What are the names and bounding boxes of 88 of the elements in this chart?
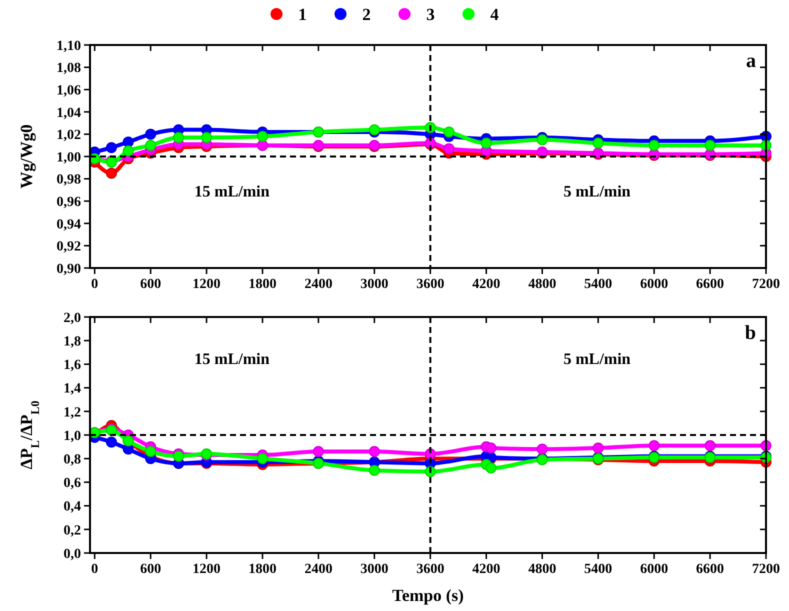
x-tick-label: 3000 <box>360 562 388 577</box>
y-axis-title: Wg/Wg0 <box>17 124 36 189</box>
y-tick-label: 1,6 <box>64 358 81 374</box>
y-tick-label: 1,00 <box>56 150 81 166</box>
x-tick-label: 5400 <box>584 277 612 292</box>
annotation: 5 mL/min <box>563 351 631 368</box>
y-tick-label: 0,92 <box>56 240 81 255</box>
legend-label: 4 <box>490 4 500 24</box>
annotation: 5 mL/min <box>563 184 631 201</box>
point <box>368 446 380 458</box>
y-tick-label: 0,98 <box>56 172 81 188</box>
legend-label: 3 <box>426 4 435 24</box>
x-tick-label: 4200 <box>472 562 500 577</box>
legend-label: 2 <box>362 4 371 24</box>
point <box>122 136 134 148</box>
y-tick-label: 0,0 <box>64 546 81 562</box>
y-tick-label: 0,96 <box>56 195 81 210</box>
point <box>106 142 117 154</box>
legend-label: 1 <box>298 4 307 24</box>
x-tick-label: 0 <box>91 562 98 577</box>
point <box>122 145 134 156</box>
annotation: a <box>746 50 756 72</box>
point <box>256 130 268 142</box>
y-tick-label: 1,2 <box>64 405 81 420</box>
x-axis-title: Tempo (s) <box>392 586 464 605</box>
x-tick-label: 5400 <box>584 562 612 577</box>
point <box>145 128 156 140</box>
x-tick-label: 600 <box>140 562 162 577</box>
y-tick-label: 0,4 <box>64 500 81 515</box>
x-tick-label: 2400 <box>304 562 332 577</box>
x-tick-label: 6000 <box>640 277 668 292</box>
x-tick-label: 6000 <box>640 562 668 577</box>
point <box>256 453 268 464</box>
x-tick-label: 1200 <box>192 562 221 577</box>
x-tick-label: 4800 <box>528 562 556 577</box>
x-tick-label: 0 <box>91 277 98 292</box>
point <box>536 444 548 455</box>
x-tick-label: 600 <box>140 277 162 292</box>
point <box>443 126 454 138</box>
y-tick-label: 1,04 <box>56 106 81 121</box>
point <box>106 168 117 179</box>
x-tick-label: 6600 <box>696 562 724 577</box>
point <box>201 132 212 144</box>
point <box>480 138 492 149</box>
y-tick-label: 0,90 <box>56 262 81 277</box>
point <box>648 140 660 151</box>
point <box>704 140 716 151</box>
annotation: 15 mL/min <box>194 351 270 368</box>
x-tick-label: 6600 <box>696 277 724 292</box>
y-tick-label: 1,4 <box>64 382 81 397</box>
x-tick-label: 3600 <box>416 277 444 292</box>
point <box>443 143 454 154</box>
point <box>106 436 117 448</box>
y-tick-label: 0,6 <box>64 476 81 492</box>
annotation: 15 mL/min <box>194 184 270 201</box>
x-tick-label: 3600 <box>416 562 444 577</box>
y-tick-label: 0,94 <box>56 217 81 232</box>
x-tick-label: 1800 <box>248 277 276 292</box>
y-tick-label: 1,08 <box>56 61 81 76</box>
x-tick-label: 7200 <box>752 277 780 292</box>
point <box>485 442 496 454</box>
y-tick-label: 1,0 <box>64 428 81 444</box>
x-tick-label: 1800 <box>248 562 276 577</box>
point <box>173 132 184 144</box>
y-tick-label: 1,10 <box>56 38 81 54</box>
point <box>312 446 324 458</box>
x-tick-label: 3000 <box>360 277 388 292</box>
y-tick-label: 0,8 <box>64 452 81 468</box>
x-tick-label: 4200 <box>472 277 500 292</box>
point <box>704 440 716 452</box>
y-tick-label: 1,02 <box>56 128 81 144</box>
y-tick-label: 1,8 <box>64 334 81 350</box>
y-tick-label: 2,0 <box>64 310 81 326</box>
point <box>592 442 604 454</box>
point <box>145 446 156 458</box>
point <box>592 138 604 149</box>
x-tick-label: 7200 <box>752 562 780 577</box>
point <box>648 440 660 452</box>
point <box>368 464 380 476</box>
y-tick-label: 1,06 <box>56 84 81 98</box>
x-tick-label: 4800 <box>528 277 556 292</box>
y-tick-label: 0,2 <box>64 523 81 538</box>
point <box>173 450 184 462</box>
point <box>485 462 496 474</box>
x-tick-label: 2400 <box>304 277 332 292</box>
point <box>145 140 156 151</box>
x-tick-label: 1200 <box>192 277 221 292</box>
annotation: b <box>744 322 756 344</box>
